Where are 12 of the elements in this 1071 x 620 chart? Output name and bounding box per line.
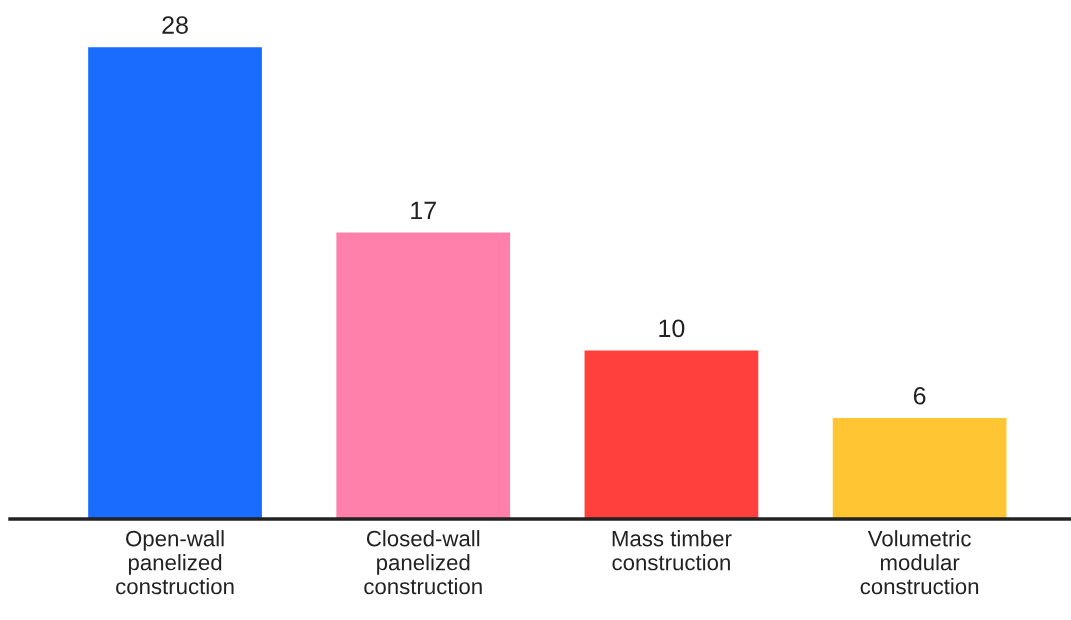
data-label: 28 bbox=[162, 16, 188, 34]
bar bbox=[336, 232, 511, 519]
bar bbox=[832, 417, 1007, 519]
x-tick-label: Mass timber construction bbox=[612, 530, 732, 571]
x-tick-label: Closed-wall panelized construction bbox=[364, 530, 482, 595]
data-label: 17 bbox=[411, 201, 436, 220]
x-tick-label: Open-wall panelized construction bbox=[116, 530, 234, 595]
bar bbox=[584, 350, 759, 519]
bar bbox=[88, 47, 262, 519]
data-label: 6 bbox=[913, 386, 926, 405]
data-label: 10 bbox=[659, 319, 685, 338]
x-tick-label: Volumetric modular construction bbox=[860, 530, 979, 595]
